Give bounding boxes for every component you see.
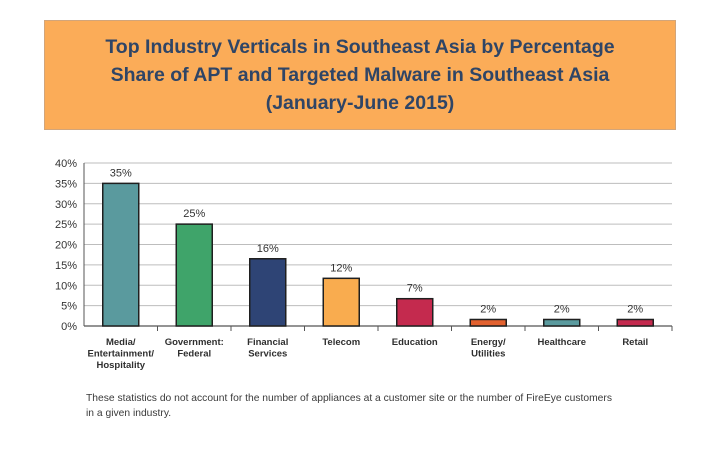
chart-title-line-3: (January-June 2015) (265, 92, 455, 114)
x-category-label: Education (392, 337, 438, 348)
footnote-line-1: These statistics do not account for the … (86, 393, 612, 404)
bar (249, 258, 287, 327)
x-category-label: Entertainment/ (87, 349, 154, 360)
bar-value-label: 7% (407, 283, 423, 295)
x-category-label: Healthcare (537, 337, 586, 348)
x-category-label: Government: (165, 337, 224, 348)
bar-value-label: 2% (627, 303, 643, 315)
x-category-label: Telecom (322, 337, 360, 348)
y-tick-label: 30% (55, 199, 77, 211)
x-category-label: Financial (247, 337, 288, 348)
bar-value-label: 12% (330, 262, 352, 274)
chart-title-line-2: Share of APT and Targeted Malware in Sou… (110, 64, 610, 86)
x-category-label: Services (248, 349, 287, 360)
chart-title-line-1: Top Industry Verticals in Southeast Asia… (105, 36, 615, 58)
y-tick-label: 35% (55, 178, 77, 190)
x-category-label: Hospitality (96, 360, 145, 371)
y-tick-label: 20% (55, 240, 77, 252)
y-tick-label: 10% (55, 280, 77, 292)
bar (175, 223, 213, 327)
bar (616, 318, 654, 327)
bar-value-label: 2% (480, 303, 496, 315)
chart-title-box: Top Industry Verticals in Southeast Asia… (44, 20, 676, 130)
x-category-label: Media/ (106, 337, 136, 348)
y-tick-label: 5% (61, 301, 77, 313)
bar (469, 318, 507, 327)
bar (543, 318, 581, 327)
footnote: These statistics do not account for the … (86, 391, 686, 421)
bar (396, 297, 434, 327)
y-tick-label: 0% (61, 321, 77, 333)
y-tick-label: 40% (55, 158, 77, 170)
y-tick-label: 25% (55, 219, 77, 231)
footnote-line-2: in a given industry. (86, 408, 172, 419)
bar-value-label: 16% (257, 243, 279, 255)
x-category-label: Retail (622, 337, 648, 348)
x-category-label: Utilities (471, 349, 505, 360)
bar (102, 182, 140, 327)
x-category-label: Federal (177, 349, 211, 360)
bar-value-label: 2% (554, 303, 570, 315)
x-category-label: Energy/ (471, 337, 506, 348)
bar (322, 277, 360, 327)
y-tick-label: 15% (55, 260, 77, 272)
bar-value-label: 25% (183, 208, 205, 220)
bar-value-label: 35% (110, 167, 132, 179)
